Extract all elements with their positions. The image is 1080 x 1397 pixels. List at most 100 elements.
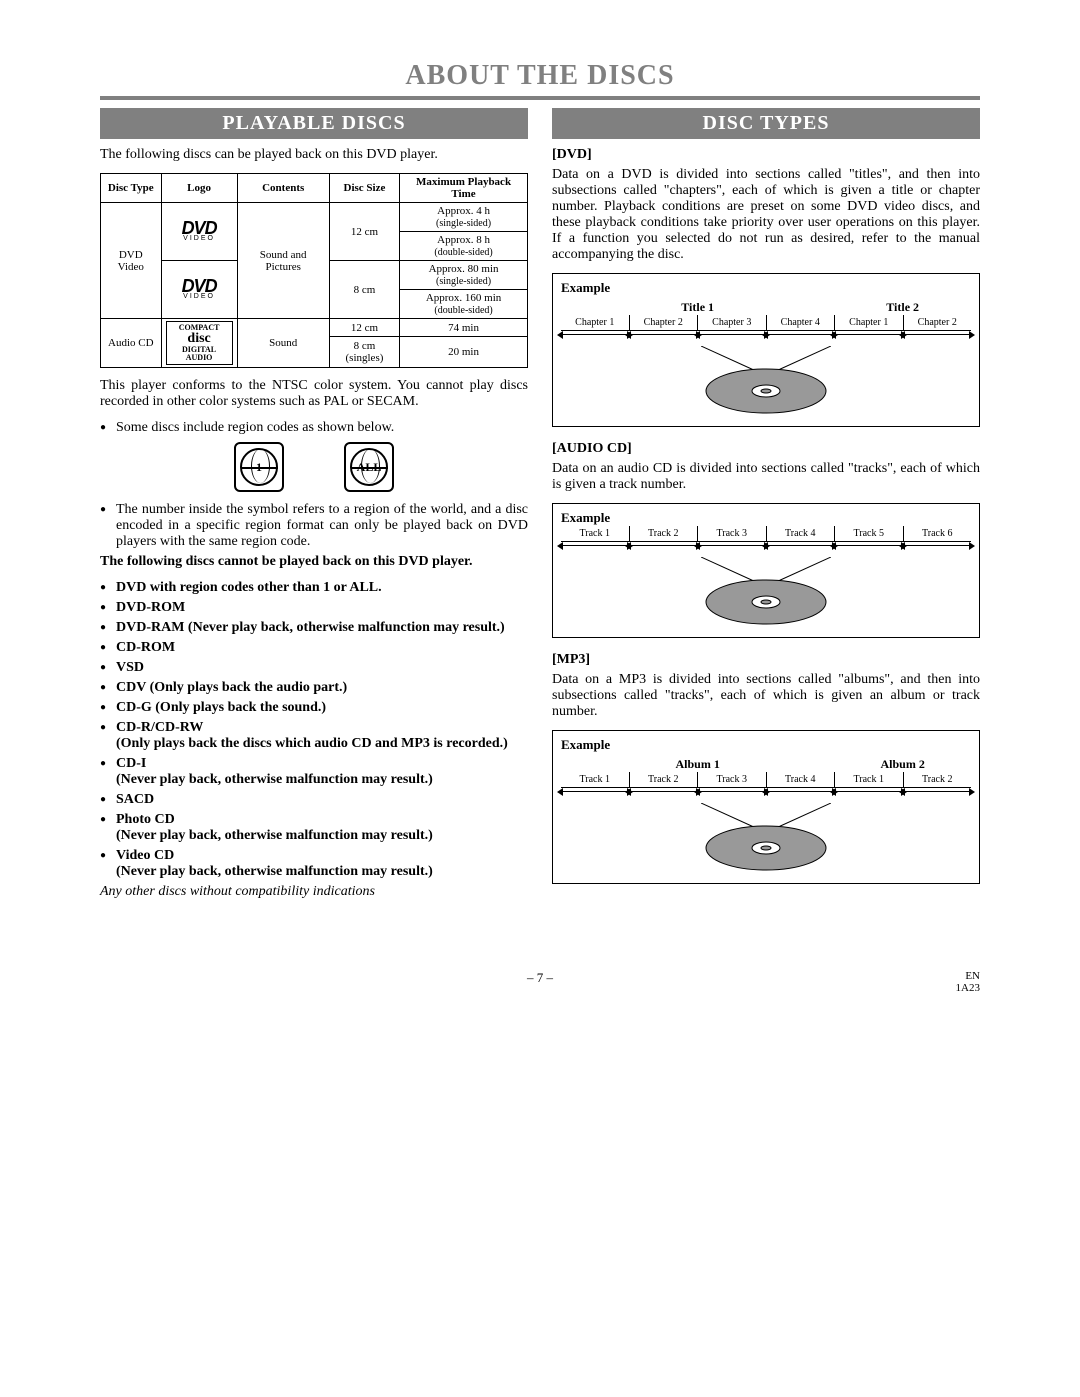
segment: Chapter 4 (766, 315, 835, 330)
th-discsize: Disc Size (329, 174, 399, 203)
cannot-item: Photo CD (Never play back, otherwise mal… (100, 812, 528, 844)
segment: Chapter 1 (561, 315, 629, 330)
cannot-item: DVD-ROM (100, 600, 528, 616)
example-label: Example (561, 280, 971, 296)
cannot-item: CD-R/CD-RW (Only plays back the discs wh… (100, 720, 528, 752)
segment: Track 2 (629, 772, 698, 787)
cannot-item: DVD with region codes other than 1 or AL… (100, 580, 528, 596)
th-disctype: Disc Type (101, 174, 162, 203)
audiocd-text: Data on an audio CD is divided into sect… (552, 461, 980, 493)
region-note: The number inside the symbol refers to a… (100, 502, 528, 550)
segment: Track 1 (561, 772, 629, 787)
title1: Title 1 (561, 300, 834, 315)
segment: Track 2 (903, 772, 972, 787)
right-column: DISC TYPES [DVD] Data on a DVD is divide… (552, 108, 980, 910)
segment: Chapter 2 (629, 315, 698, 330)
segment: Chapter 2 (903, 315, 972, 330)
cell-dvd-contents: Sound and Pictures (237, 203, 329, 319)
dvd-logo-icon: DVDVIDEO (166, 220, 233, 242)
lang-code: EN (965, 970, 980, 982)
cd-logo-icon: COMPACTdiscDIGITAL AUDIO (166, 321, 233, 365)
segment: Track 1 (561, 526, 629, 541)
mp3-text: Data on a MP3 is divided into sections c… (552, 672, 980, 720)
disc-table: Disc Type Logo Contents Disc Size Maximu… (100, 173, 528, 368)
ntsc-note: This player conforms to the NTSC color s… (100, 378, 528, 410)
cell-20min: 20 min (400, 337, 528, 368)
segment: Track 3 (697, 526, 766, 541)
album1: Album 1 (561, 757, 834, 772)
dvd-chapters-row: Chapter 1Chapter 2Chapter 3Chapter 4Chap… (561, 315, 971, 331)
th-maxtime: Maximum Playback Time (400, 174, 528, 203)
segment: Track 2 (629, 526, 698, 541)
dvd-example-box: Example Title 1 Title 2 Chapter 1Chapter… (552, 273, 980, 427)
cell-8cm: 8 cm (329, 261, 399, 319)
example-label: Example (561, 737, 971, 753)
audiocd-label: [AUDIO CD] (552, 441, 980, 457)
left-column: PLAYABLE DISCS The following discs can b… (100, 108, 528, 910)
cell-4h: Approx. 4 h(single-sided) (400, 203, 528, 232)
playable-discs-header: PLAYABLE DISCS (100, 108, 528, 139)
title2: Title 2 (834, 300, 971, 315)
segment: Track 3 (697, 772, 766, 787)
disc-icon (701, 803, 831, 873)
mp3-example-box: Example Album 1 Album 2 Track 1Track 2Tr… (552, 730, 980, 884)
cannot-item: Video CD (Never play back, otherwise mal… (100, 848, 528, 880)
cell-80min: Approx. 80 min(single-sided) (400, 261, 528, 290)
segment: Track 6 (903, 526, 972, 541)
th-logo: Logo (161, 174, 237, 203)
cannot-item: CD-ROM (100, 640, 528, 656)
cell-audiocd: Audio CD (101, 319, 162, 368)
album2: Album 2 (834, 757, 971, 772)
cell-160min: Approx. 160 min(double-sided) (400, 290, 528, 319)
cell-dvdvideo: DVD Video (101, 203, 162, 319)
th-contents: Contents (237, 174, 329, 203)
mp3-label: [MP3] (552, 652, 980, 668)
page-footer: – 7 – EN 1A23 (100, 970, 980, 994)
region-1-icon: 1 (234, 442, 284, 492)
example-label: Example (561, 510, 971, 526)
dvd-logo-cell-2: DVDVIDEO (161, 261, 237, 319)
cannot-item: VSD (100, 660, 528, 676)
page-title: ABOUT THE DISCS (100, 60, 980, 92)
cell-cd8: 8 cm (singles) (329, 337, 399, 368)
disc-types-header: DISC TYPES (552, 108, 980, 139)
cannot-item: DVD-RAM (Never play back, otherwise malf… (100, 620, 528, 636)
cell-12cm: 12 cm (329, 203, 399, 261)
dvd-arrows (561, 330, 971, 340)
region-bullet: Some discs include region codes as shown… (100, 420, 528, 436)
region-codes: 1 ALL (100, 442, 528, 492)
segment: Track 1 (834, 772, 903, 787)
audiocd-example-box: Example Track 1Track 2Track 3Track 4Trac… (552, 503, 980, 638)
dvd-text: Data on a DVD is divided into sections c… (552, 167, 980, 263)
mp3-tracks-row: Track 1Track 2Track 3Track 4Track 1Track… (561, 772, 971, 788)
dvd-logo-cell-1: DVDVIDEO (161, 203, 237, 261)
disc-icon (701, 346, 831, 416)
disc-icon (701, 557, 831, 627)
segment: Track 4 (766, 772, 835, 787)
cannot-play-heading: The following discs cannot be played bac… (100, 554, 528, 570)
cell-cd12: 12 cm (329, 319, 399, 337)
segment: Track 4 (766, 526, 835, 541)
cell-8h: Approx. 8 h(double-sided) (400, 232, 528, 261)
cannot-item: SACD (100, 792, 528, 808)
cannot-item: CDV (Only plays back the audio part.) (100, 680, 528, 696)
page-number: – 7 – (180, 970, 900, 994)
title-rule (100, 96, 980, 100)
cd-tracks-row: Track 1Track 2Track 3Track 4Track 5Track… (561, 526, 971, 542)
dvd-label: [DVD] (552, 147, 980, 163)
dvd-logo-icon: DVDVIDEO (166, 278, 233, 300)
intro-text: The following discs can be played back o… (100, 147, 528, 163)
cd-logo-cell: COMPACTdiscDIGITAL AUDIO (161, 319, 237, 368)
segment: Chapter 3 (697, 315, 766, 330)
segment: Track 5 (834, 526, 903, 541)
cannot-item: CD-G (Only plays back the sound.) (100, 700, 528, 716)
doc-code: 1A23 (956, 982, 980, 994)
cannot-item: CD-I (Never play back, otherwise malfunc… (100, 756, 528, 788)
segment: Chapter 1 (834, 315, 903, 330)
cannot-play-list: DVD with region codes other than 1 or AL… (100, 580, 528, 880)
cell-74min: 74 min (400, 319, 528, 337)
mp3-arrows (561, 787, 971, 797)
any-other-note: Any other discs without compatibility in… (100, 884, 528, 900)
region-all-icon: ALL (344, 442, 394, 492)
cell-cd-contents: Sound (237, 319, 329, 368)
